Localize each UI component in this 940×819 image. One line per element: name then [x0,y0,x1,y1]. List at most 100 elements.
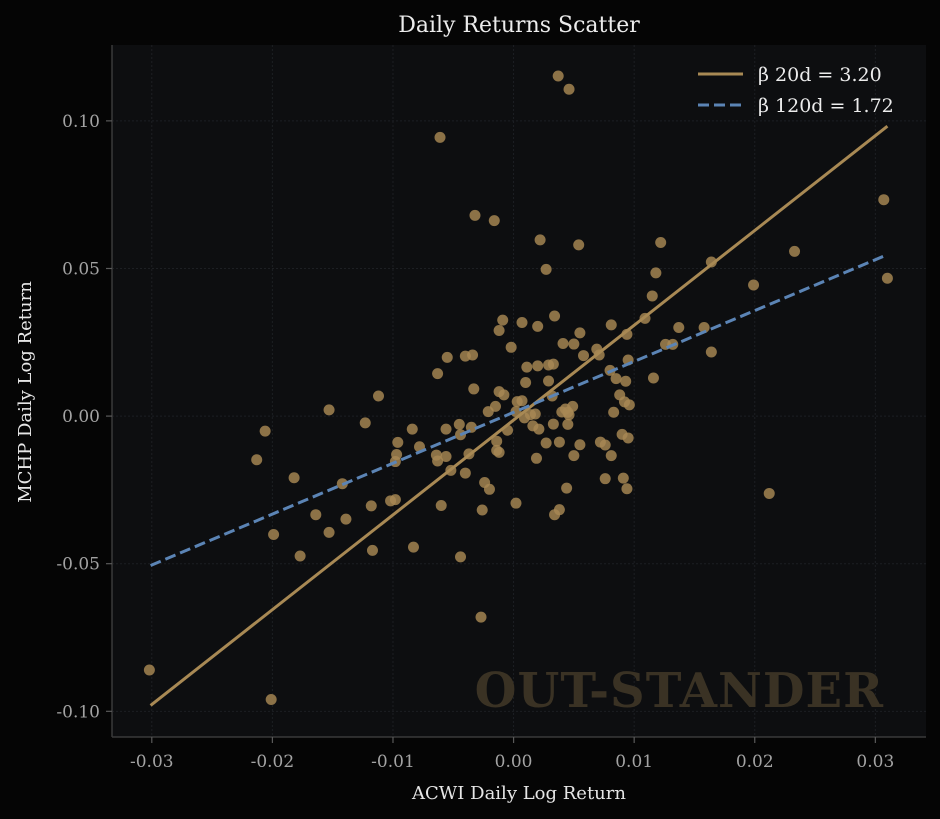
data-point [491,435,503,447]
data-point [705,346,717,358]
legend-label-20d: β 20d = 3.20 [758,64,882,86]
data-point [621,483,633,495]
data-point [373,390,385,402]
x-tick-label: -0.01 [371,752,415,772]
data-point [578,350,590,362]
x-tick-label: -0.03 [130,752,174,772]
data-point [294,550,306,562]
data-point [483,483,495,495]
data-point [561,482,573,494]
data-point [881,272,893,284]
x-tick-label: 0.03 [856,752,894,772]
data-point [310,509,322,521]
data-point [469,209,481,221]
data-point [505,341,517,353]
data-point [563,83,575,95]
data-point [468,383,480,395]
data-point [323,404,335,416]
chart-title: Daily Returns Scatter [398,13,640,38]
data-point [574,439,586,451]
axes [111,45,926,738]
x-tick-label: 0.02 [736,752,774,772]
data-point [533,423,545,435]
data-point [432,368,444,380]
data-point [540,437,552,449]
data-point [568,450,580,462]
data-point [562,418,574,430]
y-axis-label: MCHP Daily Log Return [15,281,36,503]
data-point [605,319,617,331]
data-point [605,450,617,462]
data-point [698,322,710,334]
data-point [748,279,760,291]
grid [112,45,926,737]
data-point [620,375,632,387]
x-axis-label: ACWI Daily Log Return [411,783,626,804]
y-tick-label: -0.10 [56,702,100,722]
data-point [520,376,532,388]
watermark: OUT-STANDER [475,663,884,719]
data-point [251,454,263,466]
data-point [366,544,378,556]
data-point [789,245,801,257]
data-point [532,360,544,372]
fit-lines [149,125,889,707]
data-point [763,487,775,499]
data-point [563,409,575,421]
data-point [543,375,555,387]
y-tick-label: 0.00 [62,407,100,427]
y-tick-label: -0.05 [56,555,100,575]
data-point [482,406,494,418]
scatter-points [143,70,893,706]
data-point [432,455,444,467]
data-point [673,322,685,334]
data-point [646,290,658,302]
data-point [392,436,404,448]
data-point [498,389,510,401]
data-point [467,349,479,361]
data-point [530,452,542,464]
data-point [440,451,452,463]
data-point [529,408,541,420]
data-point [488,215,500,227]
y-tick-label: 0.05 [62,259,100,279]
data-point [259,425,271,437]
data-point [647,372,659,384]
data-point [617,472,629,484]
data-point [493,446,505,458]
y-ticks: -0.10 -0.05 0.00 0.05 0.10 [56,112,112,722]
data-point [594,436,606,448]
data-point [497,314,509,326]
data-point [493,324,505,336]
data-point [608,406,620,418]
data-point [547,418,559,430]
data-point [568,338,580,350]
data-point [406,423,418,435]
data-point [655,237,667,249]
data-point [553,436,565,448]
data-point [407,541,419,553]
data-point [475,611,487,623]
fit-line-120d [150,253,888,567]
fit-line-20d [149,125,889,707]
data-point [532,320,544,332]
data-point [705,256,717,268]
legend: β 20d = 3.20 β 120d = 1.72 [698,64,894,117]
y-tick-label: 0.10 [62,112,100,132]
data-point [365,500,377,512]
data-point [434,131,446,143]
data-point [476,504,488,516]
data-point [288,472,300,484]
data-point [540,263,552,275]
data-point [516,395,528,407]
x-tick-label: 0.00 [495,752,533,772]
data-point [534,234,546,246]
data-point [549,310,561,322]
data-point [574,327,586,339]
x-tick-label: 0.01 [615,752,653,772]
data-point [552,70,564,82]
data-point [553,504,565,516]
data-point [455,551,467,563]
data-point [599,473,611,485]
